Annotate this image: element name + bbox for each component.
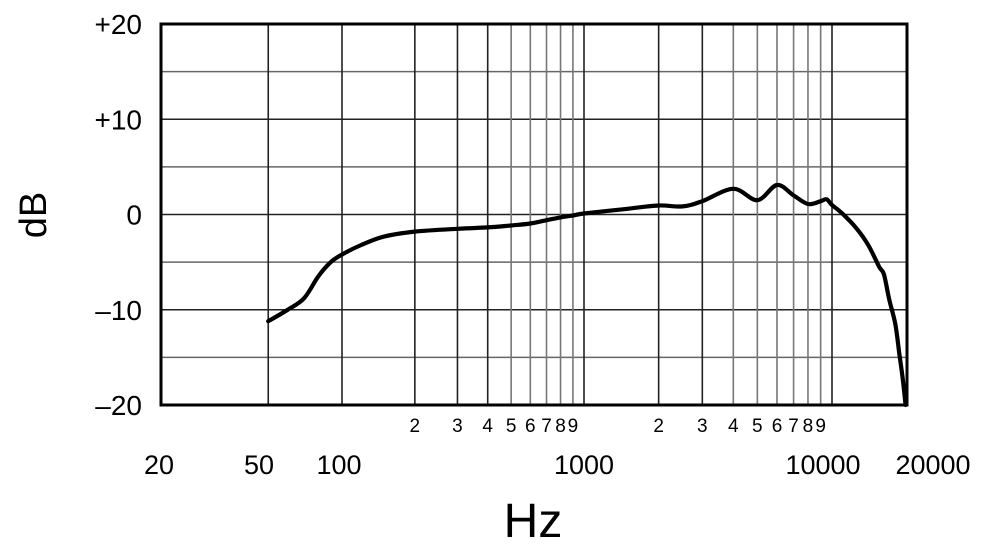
x-minor-tick-label: 3	[452, 416, 463, 437]
x-major-tick-label: 10000	[785, 450, 860, 480]
x-major-tick-label: 50	[244, 450, 274, 480]
x-axis-title: Hz	[504, 495, 563, 548]
x-minor-tick-label: 7	[541, 416, 552, 437]
y-axis-tick-labels: +20 +10 0 –10 –20	[95, 9, 143, 421]
x-minor-tick-label: 9	[815, 416, 826, 437]
x-minor-tick-label: 3	[697, 416, 708, 437]
x-minor-tick-label: 7	[788, 416, 799, 437]
x-axis-major-tick-labels: 20 50 100 1000 10000 20000	[144, 450, 971, 480]
grid-lines	[161, 23, 907, 406]
y-tick-label: 0	[126, 200, 142, 231]
x-minor-tick-label: 4	[482, 416, 493, 437]
x-minor-tick-label: 9	[568, 416, 579, 437]
x-minor-tick-label: 4	[728, 416, 739, 437]
y-tick-label: –20	[95, 390, 142, 421]
y-tick-label: +20	[95, 9, 143, 40]
x-minor-tick-label: 8	[803, 416, 814, 437]
plot-frame	[159, 22, 909, 407]
y-tick-label: +10	[95, 104, 143, 135]
x-minor-tick-label: 2	[653, 416, 664, 437]
x-major-tick-label: 100	[316, 450, 361, 480]
x-minor-tick-label: 5	[752, 416, 763, 437]
x-major-tick-label: 20000	[895, 450, 970, 480]
x-minor-tick-label: 8	[555, 416, 566, 437]
y-axis-title: dB	[13, 192, 55, 238]
x-major-tick-label: 20	[144, 450, 174, 480]
response-curve	[266, 182, 908, 408]
x-minor-tick-label: 2	[410, 416, 421, 437]
x-minor-tick-label: 6	[525, 416, 536, 437]
x-major-tick-label: 1000	[554, 450, 614, 480]
x-minor-tick-label: 5	[506, 416, 517, 437]
y-tick-label: –10	[95, 295, 142, 326]
x-minor-tick-label: 6	[772, 416, 783, 437]
